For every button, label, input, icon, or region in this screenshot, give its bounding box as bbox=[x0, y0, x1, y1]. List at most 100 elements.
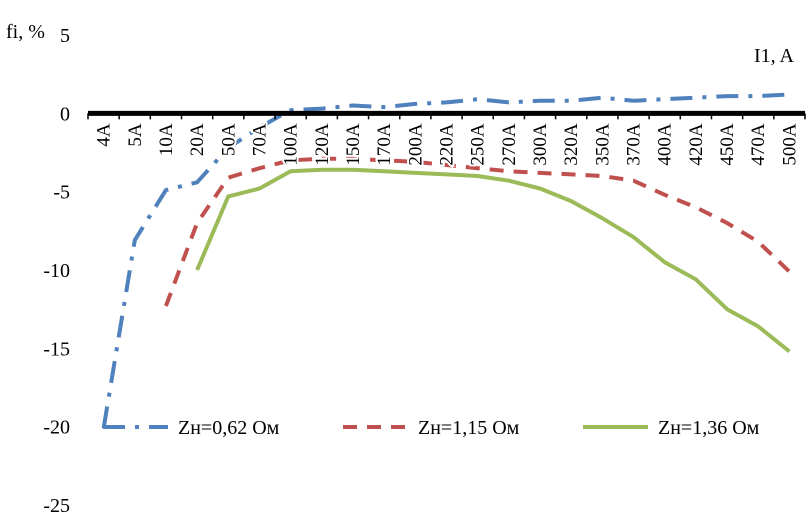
data-point bbox=[320, 168, 324, 172]
x-tick-label: 270A bbox=[499, 123, 520, 166]
series-line bbox=[164, 156, 791, 307]
data-point bbox=[289, 169, 293, 173]
series-line bbox=[101, 92, 790, 429]
data-point bbox=[756, 94, 760, 98]
x-tick-label: 200A bbox=[405, 123, 426, 166]
data-point bbox=[195, 268, 199, 272]
data-point bbox=[413, 171, 417, 175]
y-tick-label: -10 bbox=[43, 260, 70, 282]
data-point bbox=[787, 270, 791, 274]
x-tick-label: 400A bbox=[655, 123, 676, 166]
data-point bbox=[133, 238, 137, 242]
data-point bbox=[694, 277, 698, 281]
data-point bbox=[226, 176, 230, 180]
y-tick-labels: 5 0 -5 -10 -15 -20 -25 bbox=[43, 25, 70, 512]
x-tick-label: 120A bbox=[312, 123, 333, 166]
y-tick-label: 5 bbox=[60, 25, 70, 47]
data-point bbox=[725, 307, 729, 311]
x-tick-label: 300A bbox=[530, 123, 551, 166]
data-point bbox=[694, 96, 698, 100]
series-line bbox=[195, 167, 791, 354]
data-point bbox=[164, 304, 168, 308]
data-point bbox=[320, 107, 324, 111]
data-point bbox=[538, 187, 542, 191]
data-point bbox=[351, 104, 355, 108]
y-axis-label: fi, % bbox=[6, 21, 45, 43]
series-2 bbox=[164, 156, 791, 308]
data-point bbox=[538, 99, 542, 103]
data-point bbox=[632, 179, 636, 183]
data-point bbox=[663, 97, 667, 101]
data-point bbox=[632, 235, 636, 239]
x-tick-label: 250A bbox=[468, 123, 489, 166]
data-point bbox=[787, 93, 791, 97]
series-lines bbox=[101, 92, 791, 429]
data-point bbox=[195, 221, 199, 225]
x-tick-label: 350A bbox=[592, 123, 613, 166]
data-point bbox=[258, 187, 262, 191]
legend: Zн=0,62 Ом Zн=1,15 Ом Zн=1,36 Ом bbox=[103, 417, 760, 439]
y-tick-label: -15 bbox=[43, 338, 70, 360]
data-point bbox=[694, 205, 698, 209]
data-point bbox=[445, 100, 449, 104]
data-point bbox=[600, 216, 604, 220]
x-tick-label: 20A bbox=[187, 123, 208, 156]
y-tick-label: -5 bbox=[53, 182, 70, 204]
data-point bbox=[413, 102, 417, 106]
x-tick-label: 370A bbox=[624, 123, 645, 166]
data-point bbox=[632, 99, 636, 103]
data-point bbox=[507, 100, 511, 104]
data-point bbox=[382, 105, 386, 109]
data-point bbox=[476, 166, 480, 170]
data-point bbox=[258, 166, 262, 170]
x-tick-label: 220A bbox=[437, 123, 458, 166]
legend-item: Zн=1,36 Ом bbox=[583, 417, 760, 439]
x-tick-label: 100A bbox=[281, 123, 302, 166]
data-point bbox=[507, 179, 511, 183]
series-1 bbox=[101, 92, 791, 429]
x-tick-label: 4A bbox=[94, 123, 115, 147]
x-tick-label: 320A bbox=[561, 123, 582, 166]
legend-label: Zн=1,36 Ом bbox=[658, 417, 760, 439]
x-tick-label: 450A bbox=[717, 123, 738, 166]
data-point bbox=[663, 260, 667, 264]
legend-label: Zн=0,62 Ом bbox=[178, 417, 280, 439]
x-tick-label: 10A bbox=[156, 123, 177, 156]
y-tick-label: -20 bbox=[43, 417, 70, 439]
data-point bbox=[569, 199, 573, 203]
x-axis-label: I1, A bbox=[754, 45, 795, 67]
series-3 bbox=[195, 167, 791, 354]
data-point bbox=[600, 174, 604, 178]
data-point bbox=[476, 174, 480, 178]
legend-item: Zн=0,62 Ом bbox=[103, 417, 280, 439]
x-tick-label: 470A bbox=[748, 123, 769, 166]
data-point bbox=[476, 97, 480, 101]
data-point bbox=[663, 193, 667, 197]
data-point bbox=[725, 221, 729, 225]
data-point bbox=[351, 168, 355, 172]
x-tick-label: 500A bbox=[779, 123, 800, 166]
data-point bbox=[569, 172, 573, 176]
data-point bbox=[445, 172, 449, 176]
data-point bbox=[725, 94, 729, 98]
x-tick-label: 420A bbox=[686, 123, 707, 166]
x-tick-label: 50A bbox=[218, 123, 239, 156]
x-tick-label: 150A bbox=[343, 123, 364, 166]
x-tick-label: 5A bbox=[125, 123, 146, 147]
data-point bbox=[164, 188, 168, 192]
data-point bbox=[507, 169, 511, 173]
x-tick-labels: 4A 5A 10A 20A 50A 70A 100A 120A 150A 170A 200A 220A… bbox=[87, 113, 806, 168]
data-point bbox=[787, 350, 791, 354]
data-point bbox=[226, 194, 230, 198]
y-tick-label: 0 bbox=[60, 103, 70, 125]
x-tick-label: 70A bbox=[249, 123, 270, 156]
data-point bbox=[538, 171, 542, 175]
legend-item: Zн=1,15 Ом bbox=[343, 417, 520, 439]
data-point bbox=[600, 96, 604, 100]
data-point bbox=[756, 324, 760, 328]
legend-label: Zн=1,15 Ом bbox=[418, 417, 520, 439]
data-point bbox=[382, 169, 386, 173]
x-tick-label: 170A bbox=[374, 123, 395, 166]
y-tick-label: -25 bbox=[43, 495, 70, 512]
